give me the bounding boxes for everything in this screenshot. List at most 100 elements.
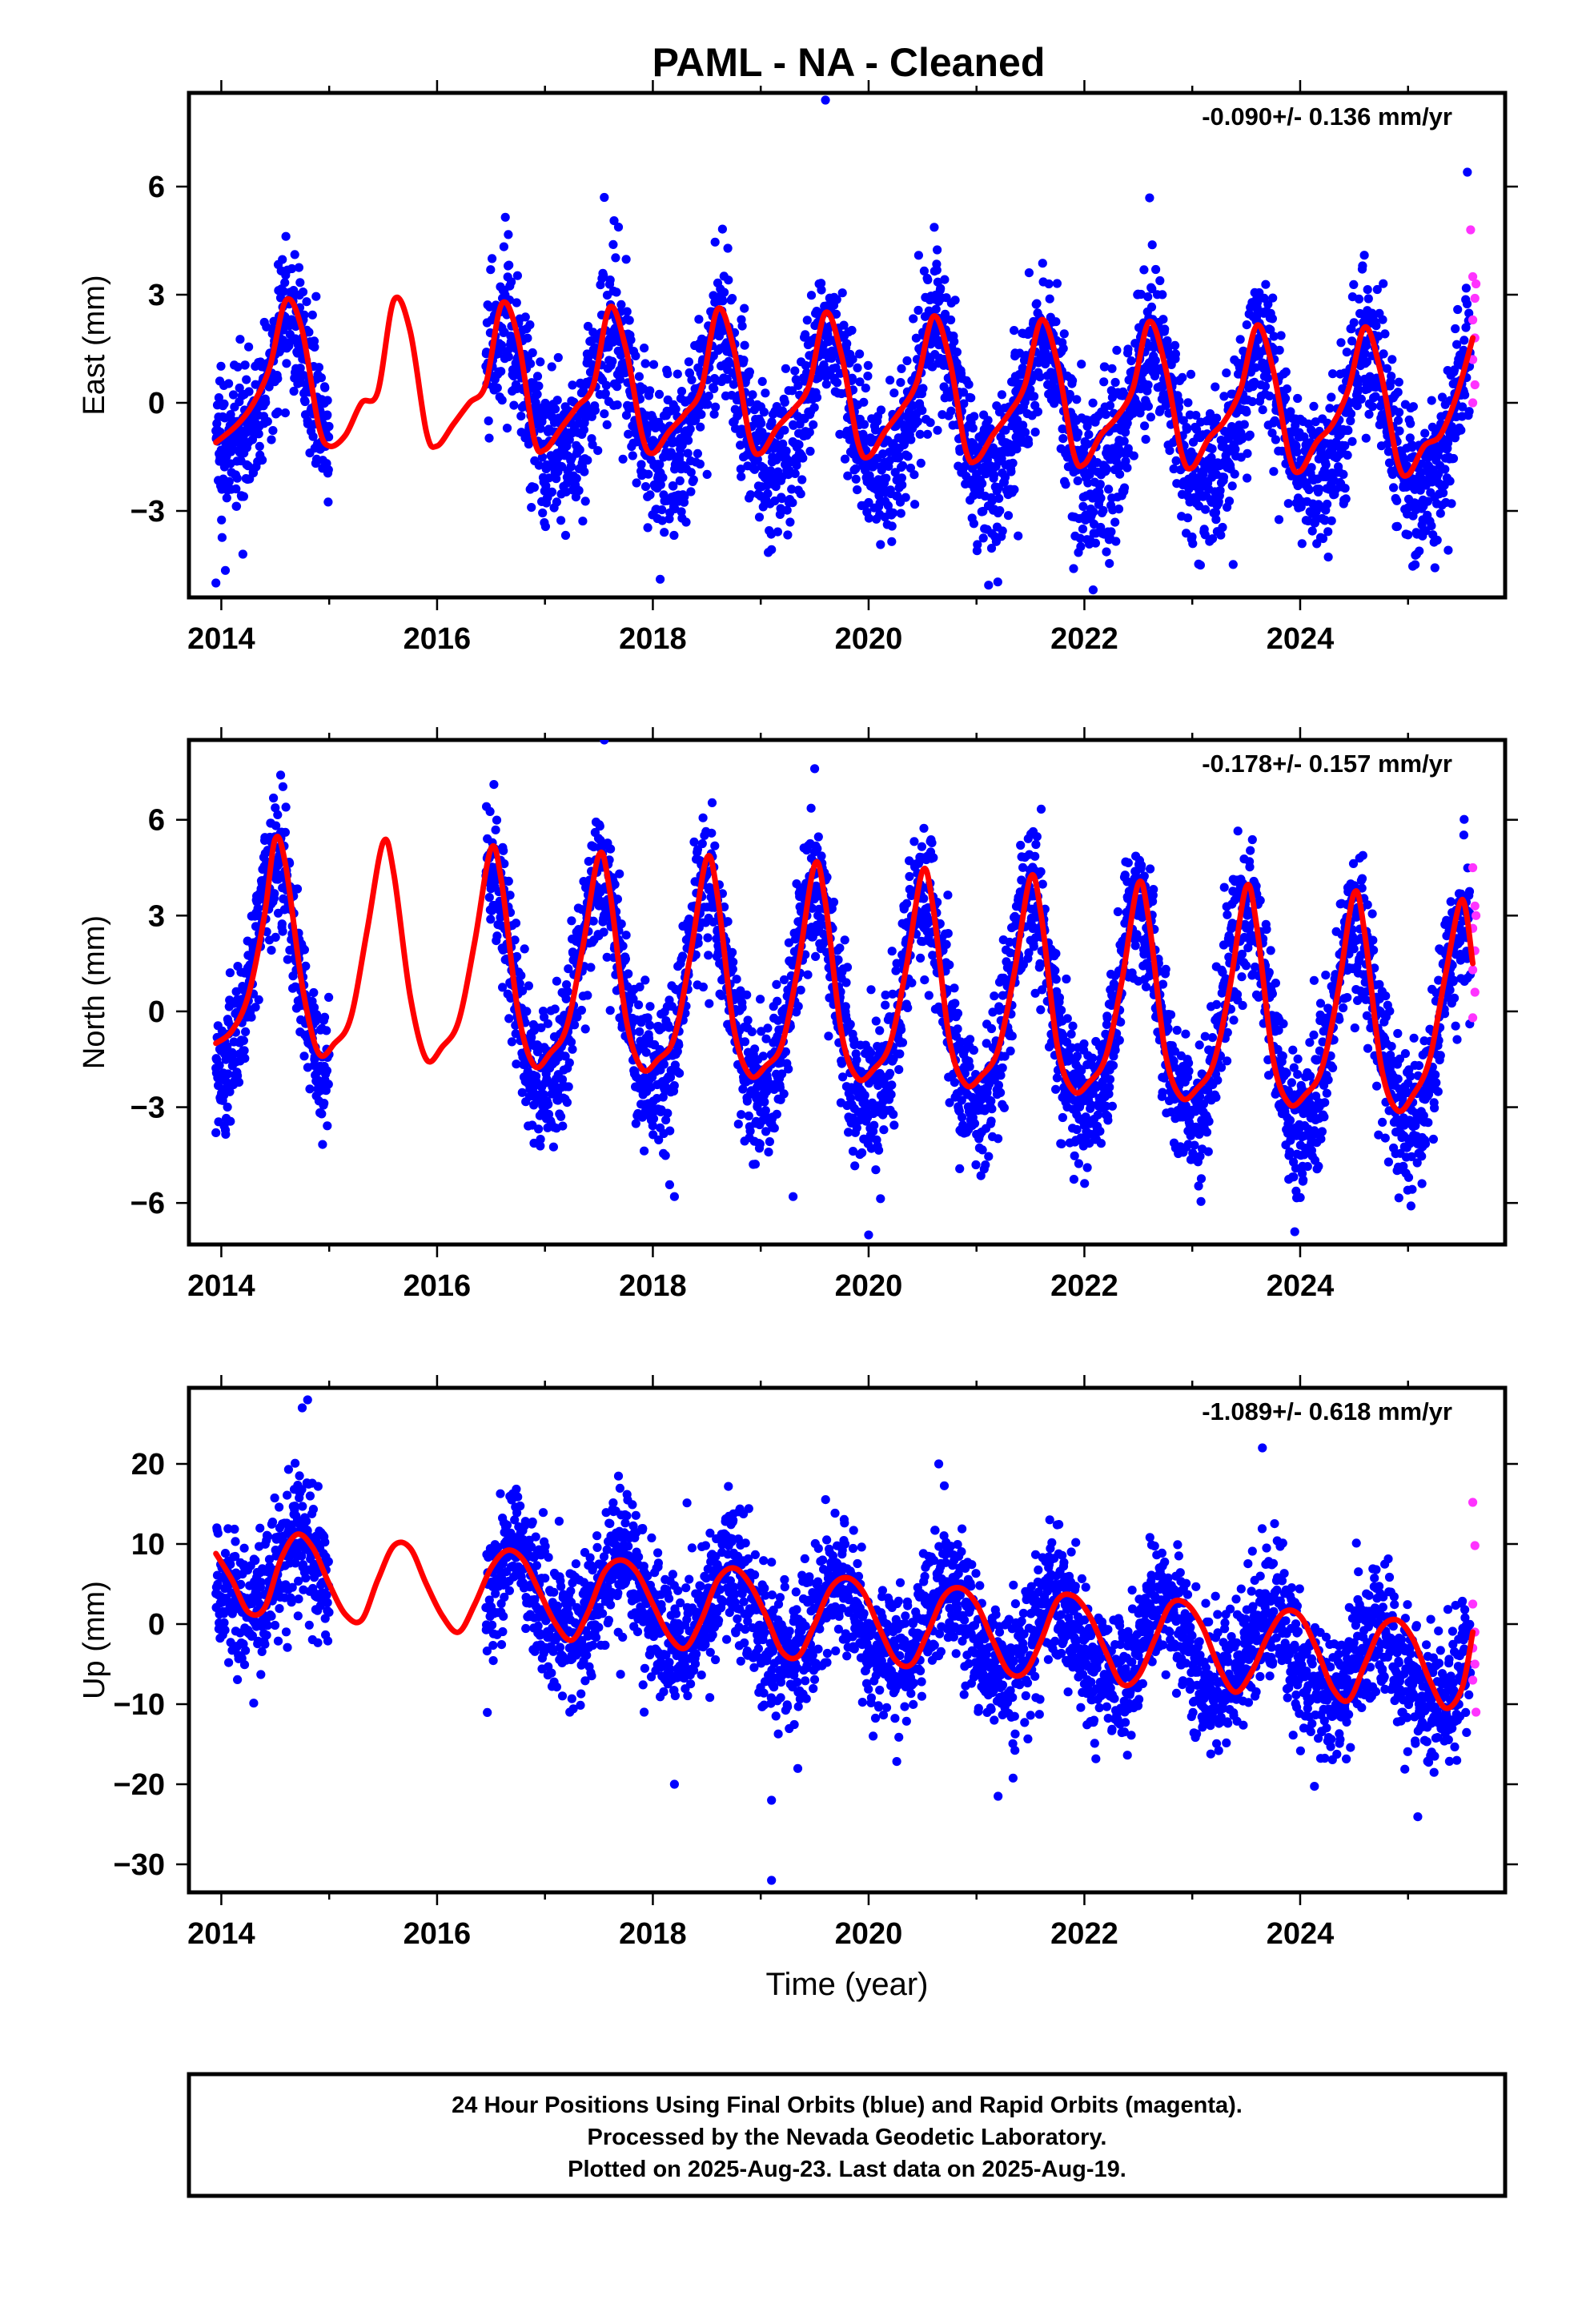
final-orbit-point [1353,384,1363,394]
x-tick-label: 2016 [404,622,472,656]
final-orbit-point [640,975,650,985]
final-orbit-point [1110,517,1120,527]
final-orbit-point [661,1115,671,1125]
final-orbit-point [231,987,241,996]
final-orbit-point [526,359,536,368]
final-orbit-point [817,285,826,295]
final-orbit-point [1126,356,1136,366]
final-orbit-point [777,1069,787,1079]
final-orbit-point [685,424,695,434]
final-orbit-point [740,304,749,313]
final-orbit-point [855,377,865,387]
final-orbit-point [657,516,667,525]
final-orbit-point [223,1102,232,1112]
final-orbit-point [983,416,993,425]
final-orbit-point [214,1080,223,1091]
final-orbit-point [1012,444,1022,454]
final-orbit-point [969,519,978,529]
final-orbit-point [281,802,291,812]
final-orbit-point [709,384,719,393]
final-orbit-point [1143,401,1153,411]
final-orbit-point [484,416,493,426]
final-orbit-point [1384,458,1395,468]
final-orbit-point [271,803,280,813]
final-orbit-point [941,309,950,319]
final-orbit-point [1347,436,1357,446]
final-orbit-point [950,296,960,305]
final-orbit-point [902,356,912,366]
final-orbit-point [887,537,897,546]
final-orbit-point [499,846,508,855]
final-orbit-point [301,961,311,971]
final-orbit-point [796,489,805,499]
final-orbit-point [1456,425,1466,435]
final-orbit-point [231,501,242,511]
final-orbit-point [320,383,330,392]
final-orbit-point [621,931,631,940]
final-orbit-point [665,1180,675,1189]
final-orbit-point [1158,315,1168,324]
final-orbit-point [1416,468,1426,477]
final-orbit-point [1195,561,1205,570]
final-orbit-point [564,964,573,974]
final-orbit-point [536,1141,545,1151]
final-orbit-point [1021,428,1030,437]
final-orbit-point [298,287,308,297]
final-orbit-point [1219,472,1229,482]
final-orbit-point [648,360,659,369]
final-orbit-point [618,454,628,464]
final-orbit-point [556,516,566,525]
final-orbit-point [520,312,530,322]
final-orbit-point [693,939,703,948]
final-orbit-point [802,316,812,325]
final-orbit-point [1112,345,1122,355]
final-orbit-point [583,991,592,1000]
final-orbit-point [1207,444,1217,454]
final-orbit-point [282,359,291,368]
final-orbit-point [740,340,749,350]
final-orbit-point [1247,396,1257,407]
final-orbit-point [520,944,529,954]
final-orbit-point [1297,539,1307,549]
final-orbit-point [864,513,873,523]
final-orbit-point [1307,526,1317,536]
final-orbit-point [780,397,789,407]
final-orbit-point [656,480,665,489]
final-orbit-point [624,429,633,439]
final-orbit-point [966,393,976,403]
final-orbit-point [544,473,554,483]
final-orbit-point [724,275,733,285]
final-orbit-point [1311,417,1320,427]
final-orbit-point [643,523,652,533]
final-orbit-point [663,1108,673,1118]
final-orbit-point [319,1012,330,1022]
final-orbit-point [217,533,227,542]
final-orbit-point [933,245,942,255]
final-orbit-point [1227,481,1237,491]
final-orbit-point [760,1097,769,1107]
final-orbit-point [1068,376,1078,385]
final-orbit-point [1174,396,1184,406]
final-orbit-point [696,422,705,432]
final-orbit-point [1304,485,1314,495]
final-orbit-point [1088,585,1098,595]
final-orbit-point [613,223,624,232]
final-orbit-point [281,231,291,241]
final-orbit-point [1420,428,1430,438]
final-orbit-point [504,876,513,886]
final-orbit-point [222,493,231,503]
final-orbit-point [486,915,496,924]
final-orbit-point [1254,333,1263,343]
final-orbit-point [543,1019,553,1028]
final-orbit-point [512,271,523,280]
final-orbit-point [254,995,263,1004]
y-tick-label: −3 [130,1092,165,1125]
final-orbit-point [1327,392,1336,402]
final-orbit-point [840,454,850,464]
final-orbit-point [616,300,626,309]
final-orbit-point [273,374,283,384]
final-orbit-point [729,380,739,389]
final-orbit-point [847,325,857,336]
final-orbit-point [1292,447,1302,457]
final-orbit-point [214,393,223,403]
